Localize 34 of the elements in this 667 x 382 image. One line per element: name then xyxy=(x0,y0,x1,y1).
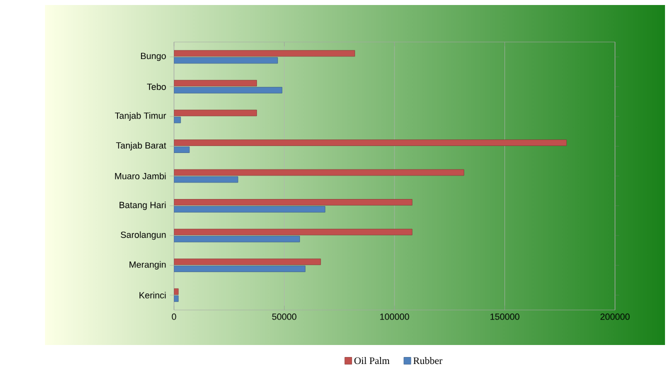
bar xyxy=(174,288,179,295)
legend-label: Rubber xyxy=(413,357,442,364)
y-tick-label: Tanjab Barat xyxy=(116,142,166,150)
y-tick-label: Kerinci xyxy=(140,292,166,298)
bar xyxy=(174,110,257,116)
bar xyxy=(174,258,321,266)
x-tick-label: 150000 xyxy=(490,314,520,320)
legend-label: Oil Palm xyxy=(354,357,390,364)
x-tick-label: 100000 xyxy=(380,314,410,320)
bar xyxy=(174,146,190,153)
bar xyxy=(174,140,567,146)
bar xyxy=(174,50,356,57)
x-tick-label: 0 xyxy=(172,314,176,320)
y-tick-label: Sarolangun xyxy=(120,231,166,240)
bar xyxy=(174,228,412,236)
bar xyxy=(174,236,300,242)
bar xyxy=(174,206,326,212)
bar xyxy=(174,169,464,176)
bar xyxy=(174,86,282,94)
x-tick-label: 50000 xyxy=(272,314,296,320)
x-tick-label: 200000 xyxy=(600,314,630,320)
y-tick-label: Batang Hari xyxy=(120,202,166,210)
bar xyxy=(174,266,306,272)
y-tick-label: Tebo xyxy=(146,83,166,90)
bar xyxy=(174,116,181,124)
y-tick-label: Bungo xyxy=(141,52,166,61)
bar xyxy=(174,80,257,86)
bar xyxy=(174,176,238,183)
y-tick-label: Muaro Jambi xyxy=(115,172,166,180)
bar xyxy=(174,295,179,302)
bar xyxy=(174,199,412,206)
y-tick-label: Tanjab Timur xyxy=(114,112,166,121)
y-tick-label: Merangin xyxy=(130,261,166,270)
bar xyxy=(174,57,278,64)
